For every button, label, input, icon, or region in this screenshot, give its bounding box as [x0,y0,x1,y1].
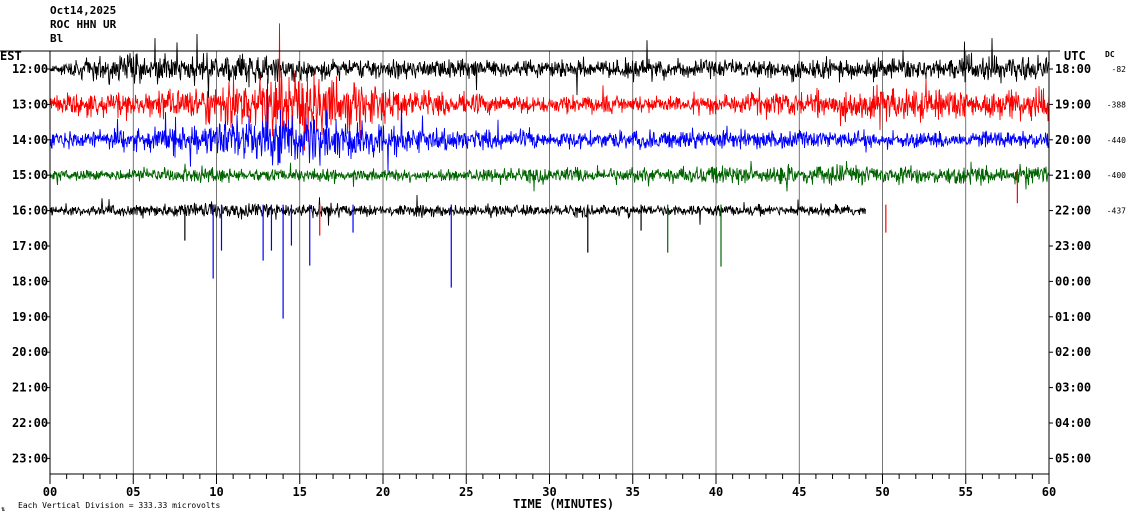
est-hour-labels: 12:00 13:00 14:00 15:00 16:00 17:00 18:00 19:00… [12,62,50,465]
x-tick-label: 30 [542,485,556,499]
est-hour-label: 14:00 [12,133,48,147]
trace-row-2 [49,78,1050,172]
dc-offset-labels: -82 -388 -440 -400 -437 [1107,65,1126,216]
minute-gridlines [49,51,1050,484]
dc-offset: -82 [1112,65,1127,74]
x-tick-label: 55 [959,485,973,499]
trace-row-4 [49,194,866,226]
x-tick-label: 20 [376,485,390,499]
utc-hour-label: 22:00 [1055,204,1091,218]
utc-hour-labels: 18:00 19:00 20:00 21:00 22:00 23:00 00:00 01:00… [1049,62,1091,465]
est-hour-label: 15:00 [12,168,48,182]
x-tick-label: 60 [1042,485,1056,499]
est-hour-label: 21:00 [12,381,48,395]
utc-hour-label: 04:00 [1055,416,1091,430]
est-hour-label: 18:00 [12,274,48,288]
est-hour-label: 17:00 [12,239,48,253]
utc-hour-label: 23:00 [1055,239,1091,253]
utc-hour-label: 00:00 [1055,274,1091,288]
utc-hour-label: 20:00 [1055,133,1091,147]
trace-row-3 [49,160,1050,192]
trace-row-0 [49,33,1050,98]
x-tick-label: 35 [626,485,640,499]
network-label: Bl [50,32,64,45]
chart-frame [0,50,1060,484]
x-tick-label: 00 [43,485,57,499]
x-tick-labels: 00 05 10 15 20 25 30 35 40 45 50 55 60 [43,485,1056,499]
dc-offset: -400 [1107,171,1126,180]
date-title: Oct14,2025 [50,4,117,17]
x-tick-label: 05 [126,485,140,499]
station-label: ROC HHN UR [50,18,117,31]
x-axis-title: TIME (MINUTES) [513,497,614,511]
scale-legend: Each Vertical Division = 333.33 microvol… [18,501,220,510]
est-hour-label: 19:00 [12,310,48,324]
dc-offset: -437 [1107,207,1126,216]
utc-hour-label: 19:00 [1055,97,1091,111]
x-tick-label: 15 [293,485,307,499]
est-label: EST [0,49,22,63]
utc-hour-label: 03:00 [1055,381,1091,395]
dc-label: DC [1105,50,1115,59]
est-hour-label: 16:00 [12,204,48,218]
est-hour-label: 20:00 [12,345,48,359]
dc-offset: -440 [1107,136,1126,145]
utc-hour-label: 21:00 [1055,168,1091,182]
utc-label: UTC [1064,49,1086,63]
x-tick-label: 10 [209,485,223,499]
x-tick-label: 50 [875,485,889,499]
utc-hour-label: 18:00 [1055,62,1091,76]
utc-hour-label: 05:00 [1055,451,1091,465]
trace-row-1 [49,23,1050,151]
est-hour-label: 13:00 [12,97,48,111]
x-tick-label: 45 [792,485,806,499]
est-hour-label: 22:00 [12,416,48,430]
est-hour-label: 23:00 [12,451,48,465]
utc-hour-label: 02:00 [1055,345,1091,359]
dc-offset: -388 [1107,100,1126,109]
corner-mark-icon: ⇅ [1,505,5,513]
utc-hour-label: 01:00 [1055,310,1091,324]
est-hour-label: 12:00 [12,62,48,76]
seismic-traces [49,23,1050,319]
x-tick-label: 25 [459,485,473,499]
x-tick-label: 40 [709,485,723,499]
